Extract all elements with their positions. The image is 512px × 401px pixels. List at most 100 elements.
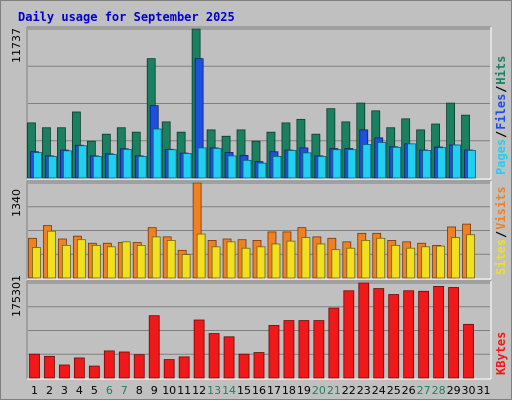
bar-sites-day-2 bbox=[47, 230, 56, 279]
panel-visits-max-label: 1340 bbox=[10, 189, 23, 217]
bar-kbytes-day-5 bbox=[88, 365, 100, 379]
bar-pages-day-21 bbox=[332, 149, 342, 179]
bar-kbytes-day-17 bbox=[268, 325, 280, 379]
bar-pages-day-7 bbox=[122, 149, 132, 179]
x-tick-day-5: 5 bbox=[91, 384, 98, 397]
x-tick-day-18: 18 bbox=[282, 384, 296, 397]
bar-kbytes-day-16 bbox=[253, 352, 265, 379]
x-tick-day-14: 14 bbox=[222, 384, 236, 397]
bar-sites-day-29 bbox=[451, 237, 460, 279]
bar-sites-day-1 bbox=[32, 247, 41, 279]
bar-pages-day-4 bbox=[77, 145, 87, 179]
bar-sites-day-17 bbox=[271, 243, 281, 279]
legend-sites: Sites bbox=[494, 239, 508, 275]
x-tick-day-21: 21 bbox=[327, 384, 341, 397]
bar-kbytes-day-18 bbox=[283, 320, 295, 379]
bar-sites-day-25 bbox=[391, 244, 401, 279]
x-tick-day-31: 31 bbox=[477, 384, 491, 397]
panel-hits-max-label: 11737 bbox=[10, 28, 23, 63]
x-tick-day-20: 20 bbox=[312, 384, 326, 397]
x-tick-day-4: 4 bbox=[76, 384, 83, 397]
bar-pages-day-17 bbox=[272, 156, 282, 179]
x-tick-day-25: 25 bbox=[387, 384, 401, 397]
bar-kbytes-day-12 bbox=[193, 319, 205, 379]
bar-pages-day-22 bbox=[347, 149, 357, 179]
bar-kbytes-day-22 bbox=[343, 290, 355, 379]
bar-pages-day-5 bbox=[92, 156, 102, 179]
bar-sites-day-9 bbox=[151, 236, 161, 279]
x-tick-day-8: 8 bbox=[136, 384, 143, 397]
bar-kbytes-day-19 bbox=[298, 320, 310, 379]
bar-kbytes-day-29 bbox=[448, 287, 459, 379]
bar-sites-day-19 bbox=[301, 237, 311, 279]
bar-pages-day-29 bbox=[452, 144, 461, 179]
bar-kbytes-day-7 bbox=[118, 351, 130, 379]
legend-separator: / bbox=[494, 231, 508, 238]
bar-pages-day-24 bbox=[377, 142, 387, 179]
bar-kbytes-day-8 bbox=[133, 354, 145, 379]
bar-kbytes-day-1 bbox=[29, 353, 40, 379]
bar-kbytes-day-25 bbox=[388, 294, 400, 379]
x-tick-day-9: 9 bbox=[151, 384, 158, 397]
bar-kbytes-day-10 bbox=[163, 359, 175, 379]
bar-kbytes-day-9 bbox=[148, 315, 160, 379]
legend-kbytes: KBytes bbox=[494, 332, 508, 375]
bar-sites-day-16 bbox=[256, 246, 266, 279]
bar-sites-day-11 bbox=[181, 254, 191, 279]
legend-separator: / bbox=[494, 86, 508, 93]
bar-kbytes-day-3 bbox=[59, 364, 70, 379]
bar-pages-day-15 bbox=[242, 159, 252, 179]
bar-sites-day-10 bbox=[166, 240, 176, 279]
bar-pages-day-20 bbox=[317, 156, 327, 179]
bar-kbytes-day-14 bbox=[223, 336, 235, 379]
bar-sites-day-12 bbox=[196, 233, 206, 279]
bar-sites-day-8 bbox=[136, 244, 146, 279]
bar-pages-day-26 bbox=[407, 143, 417, 179]
bar-pages-day-10 bbox=[167, 149, 177, 179]
bar-pages-day-3 bbox=[63, 150, 72, 179]
bar-sites-day-21 bbox=[331, 249, 341, 279]
x-tick-day-12: 12 bbox=[192, 384, 206, 397]
x-tick-day-1: 1 bbox=[31, 384, 38, 397]
x-tick-day-11: 11 bbox=[177, 384, 191, 397]
x-tick-day-10: 10 bbox=[162, 384, 176, 397]
bar-pages-day-23 bbox=[362, 144, 372, 179]
legend-hits: Hits bbox=[494, 56, 508, 85]
bar-kbytes-day-30 bbox=[463, 323, 474, 379]
x-tick-day-19: 19 bbox=[297, 384, 311, 397]
bar-sites-day-28 bbox=[436, 245, 446, 279]
bar-pages-day-30 bbox=[467, 150, 476, 179]
bar-sites-day-27 bbox=[421, 246, 431, 279]
panel-kbytes-max-label: 175301 bbox=[10, 275, 23, 317]
legend-separator: / bbox=[494, 131, 508, 138]
bar-sites-day-14 bbox=[226, 241, 236, 279]
bar-sites-day-26 bbox=[406, 247, 416, 279]
x-tick-day-3: 3 bbox=[61, 384, 68, 397]
bar-pages-day-18 bbox=[287, 150, 297, 179]
x-tick-day-2: 2 bbox=[46, 384, 53, 397]
bar-kbytes-day-13 bbox=[208, 333, 220, 379]
legend-files: Files bbox=[494, 94, 508, 130]
x-tick-day-17: 17 bbox=[267, 384, 281, 397]
x-tick-day-26: 26 bbox=[402, 384, 416, 397]
bar-kbytes-day-11 bbox=[178, 356, 190, 379]
bar-pages-day-12 bbox=[197, 147, 207, 179]
bar-pages-day-16 bbox=[257, 162, 267, 179]
legend-pages: Pages bbox=[494, 139, 508, 175]
x-tick-day-30: 30 bbox=[462, 384, 476, 397]
bar-kbytes-day-24 bbox=[373, 288, 385, 379]
bar-pages-day-13 bbox=[212, 148, 222, 179]
bar-sites-day-5 bbox=[91, 244, 101, 279]
bar-pages-day-2 bbox=[48, 156, 57, 179]
bar-pages-day-27 bbox=[422, 150, 432, 179]
x-tick-day-23: 23 bbox=[357, 384, 371, 397]
bar-kbytes-day-23 bbox=[358, 282, 370, 379]
bar-kbytes-day-26 bbox=[403, 290, 415, 379]
bar-pages-day-14 bbox=[227, 155, 237, 179]
bar-sites-day-6 bbox=[106, 246, 116, 279]
bar-pages-day-28 bbox=[437, 147, 447, 179]
x-tick-day-6: 6 bbox=[106, 384, 113, 397]
bar-sites-day-15 bbox=[241, 247, 251, 279]
